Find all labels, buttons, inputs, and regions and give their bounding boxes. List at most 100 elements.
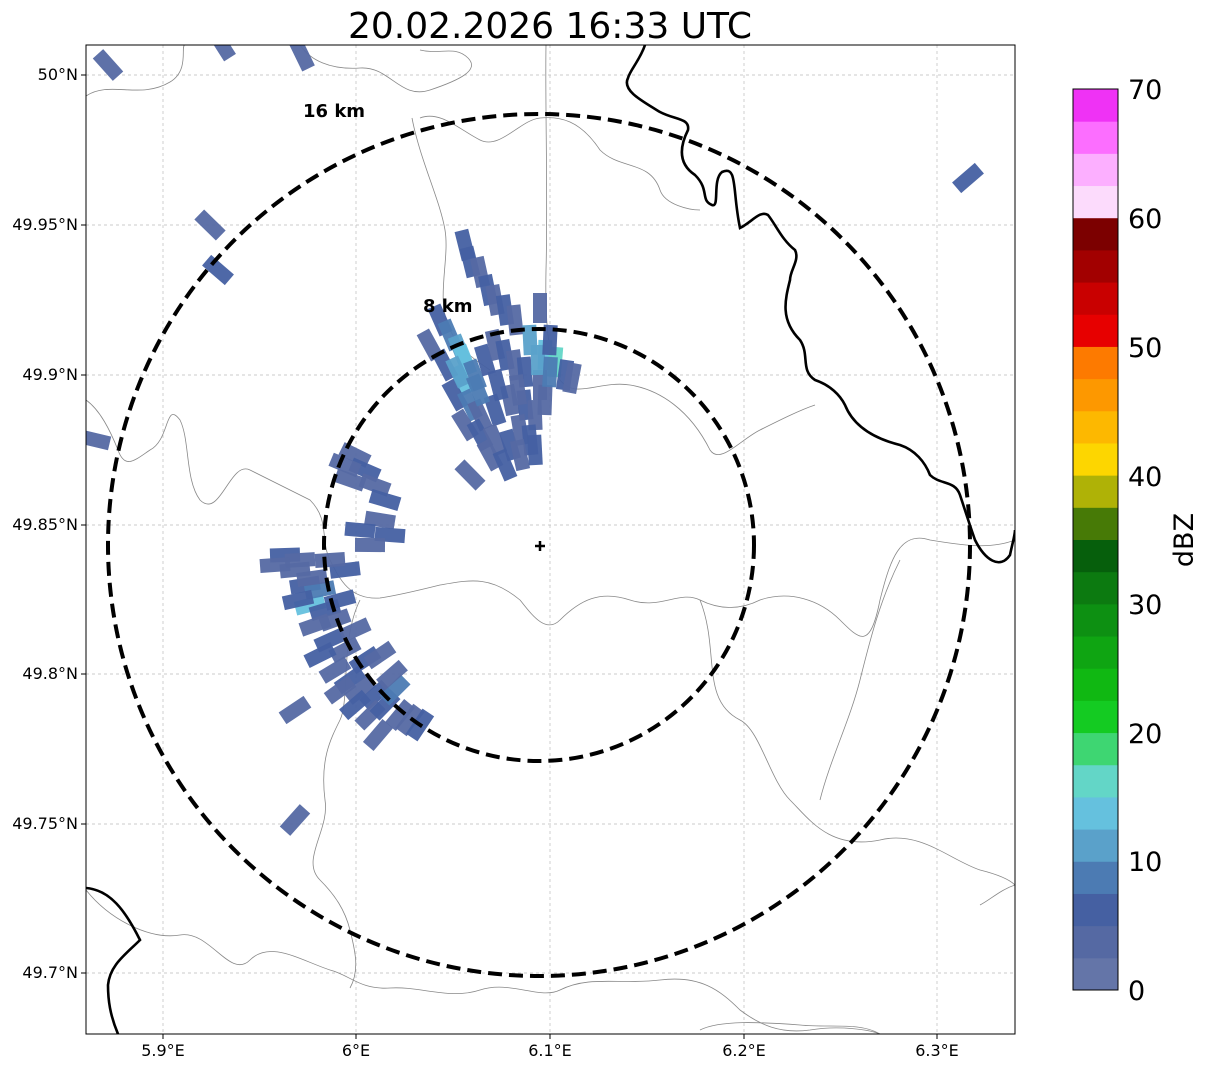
radar-echo-gate xyxy=(318,656,352,684)
radar-echo-gate xyxy=(314,552,346,568)
radar-echo-gate xyxy=(492,448,518,482)
colorbar-tick-label: 30 xyxy=(1128,590,1162,621)
x-tick-label: 6.3°E xyxy=(915,1041,959,1060)
radar-echo-gate xyxy=(328,636,362,664)
map-axes-background xyxy=(86,45,1015,1034)
radar-echo-gate xyxy=(338,442,372,468)
radar-echo-gate xyxy=(368,489,402,511)
y-axis-ticks xyxy=(81,74,86,974)
radar-echo-gate xyxy=(363,640,397,670)
colorbar-tick-label: 70 xyxy=(1128,75,1162,106)
radar-echo-gate xyxy=(338,617,372,643)
radar-echo-gate xyxy=(313,627,347,653)
radar-echo-gate xyxy=(293,594,327,616)
radar-echo-gate xyxy=(86,429,112,451)
radar-echo-gate xyxy=(537,384,553,416)
colorbar-segment xyxy=(1073,217,1118,251)
radar-echo-gate xyxy=(279,804,311,836)
y-tick-label: 50°N xyxy=(38,65,78,84)
radar-echo-gate xyxy=(385,698,415,732)
colorbar-segment xyxy=(1073,507,1118,540)
y-tick-label: 49.7°N xyxy=(22,963,78,982)
radar-echo-gate xyxy=(358,473,392,497)
colorbar-segment xyxy=(1073,314,1118,347)
colorbar-segment xyxy=(1073,249,1118,283)
x-axis-labels: 5.9°E 6°E 6.1°E 6.2°E 6.3°E xyxy=(141,1041,959,1060)
colorbar-segment xyxy=(1073,925,1118,959)
radar-echo-gate xyxy=(508,374,528,406)
colorbar-tick-label: 60 xyxy=(1128,204,1162,235)
radar-echo-gate xyxy=(376,659,408,691)
colorbar-segment xyxy=(1073,861,1118,894)
colorbar-tick-label: 10 xyxy=(1128,847,1162,878)
radar-echo-gate xyxy=(289,45,315,72)
colorbar-segment xyxy=(1073,893,1118,927)
colorbar-segment xyxy=(1073,668,1118,701)
colorbar-segment xyxy=(1073,636,1118,669)
map-title: 20.02.2026 16:33 UTC xyxy=(348,6,752,47)
radar-echo-gate xyxy=(527,434,543,466)
colorbar-segment xyxy=(1073,185,1118,219)
colorbar-segment xyxy=(1073,121,1118,154)
radar-echo-gate xyxy=(487,368,509,402)
colorbar-segment xyxy=(1073,410,1118,444)
x-tick-label: 5.9°E xyxy=(141,1041,185,1060)
radar-echo-gate xyxy=(333,468,367,492)
x-tick-label: 6.1°E xyxy=(528,1041,572,1060)
border-lines-thick xyxy=(86,45,1015,1034)
range-ring-16km xyxy=(106,112,972,978)
colorbar-segment xyxy=(1073,829,1118,862)
y-tick-label: 49.95°N xyxy=(12,215,78,234)
colorbar-tick-label: 0 xyxy=(1128,976,1145,1007)
radar-echo-gate xyxy=(208,45,236,62)
colorbar-segment xyxy=(1073,700,1118,734)
radar-echo-gate xyxy=(454,459,486,491)
radar-echo-gate xyxy=(483,393,507,427)
radar-echo-gate xyxy=(303,642,337,668)
colorbar-segment xyxy=(1073,957,1118,991)
radar-echo-gate xyxy=(202,254,234,286)
colorbar-segment xyxy=(1073,282,1118,315)
radar-echo-gate xyxy=(298,613,332,637)
radar-echo-gate xyxy=(296,568,328,588)
colorbar-segment xyxy=(1073,764,1118,798)
colorbar-segment xyxy=(1073,603,1118,637)
radar-echo-gate xyxy=(328,452,362,478)
map-plot-area: 8 km 16 km xyxy=(86,45,1015,1034)
radar-echo-gate xyxy=(465,373,491,407)
colorbar-tick-label: 20 xyxy=(1128,719,1162,750)
radar-echo-gate xyxy=(482,423,508,457)
radar-echo-gate xyxy=(562,361,582,395)
radar-echo-gate xyxy=(509,438,531,472)
radar-echo-gate xyxy=(530,344,546,376)
radar-echo-gate xyxy=(354,537,386,553)
x-tick-label: 6.2°E xyxy=(722,1041,766,1060)
radar-echo-gate xyxy=(542,324,558,356)
radar-echo-gate xyxy=(323,675,357,705)
radar-echo-gate xyxy=(284,552,316,568)
x-tick-label: 6°E xyxy=(342,1041,370,1060)
colorbar xyxy=(1073,89,1118,991)
colorbar-segment xyxy=(1073,732,1118,766)
colorbar-segment xyxy=(1073,796,1118,830)
y-tick-label: 49.8°N xyxy=(22,664,78,683)
radar-echo-gate xyxy=(467,398,493,432)
radar-site-marker xyxy=(535,541,545,551)
radar-echo-gate xyxy=(474,343,496,377)
colorbar-tick-label: 40 xyxy=(1128,462,1162,493)
range-rings xyxy=(106,112,972,978)
range-ring-label-8km: 8 km xyxy=(423,296,473,317)
colorbar-segment xyxy=(1073,571,1118,605)
y-axis-labels: 50°N 49.95°N 49.9°N 49.85°N 49.8°N 49.75… xyxy=(12,65,78,982)
radar-echo-gate xyxy=(362,719,394,751)
radar-echo-gate xyxy=(259,556,291,574)
colorbar-segment xyxy=(1073,378,1118,412)
radar-echo-gate xyxy=(194,209,226,241)
colorbar-segment xyxy=(1073,153,1118,187)
colorbar-segment xyxy=(1073,89,1118,122)
radar-echo-gate xyxy=(445,355,471,389)
radar-echo-gate xyxy=(344,521,376,539)
y-tick-label: 49.85°N xyxy=(12,515,78,534)
colorbar-segment xyxy=(1073,475,1118,508)
radar-echo-gate xyxy=(542,356,558,388)
